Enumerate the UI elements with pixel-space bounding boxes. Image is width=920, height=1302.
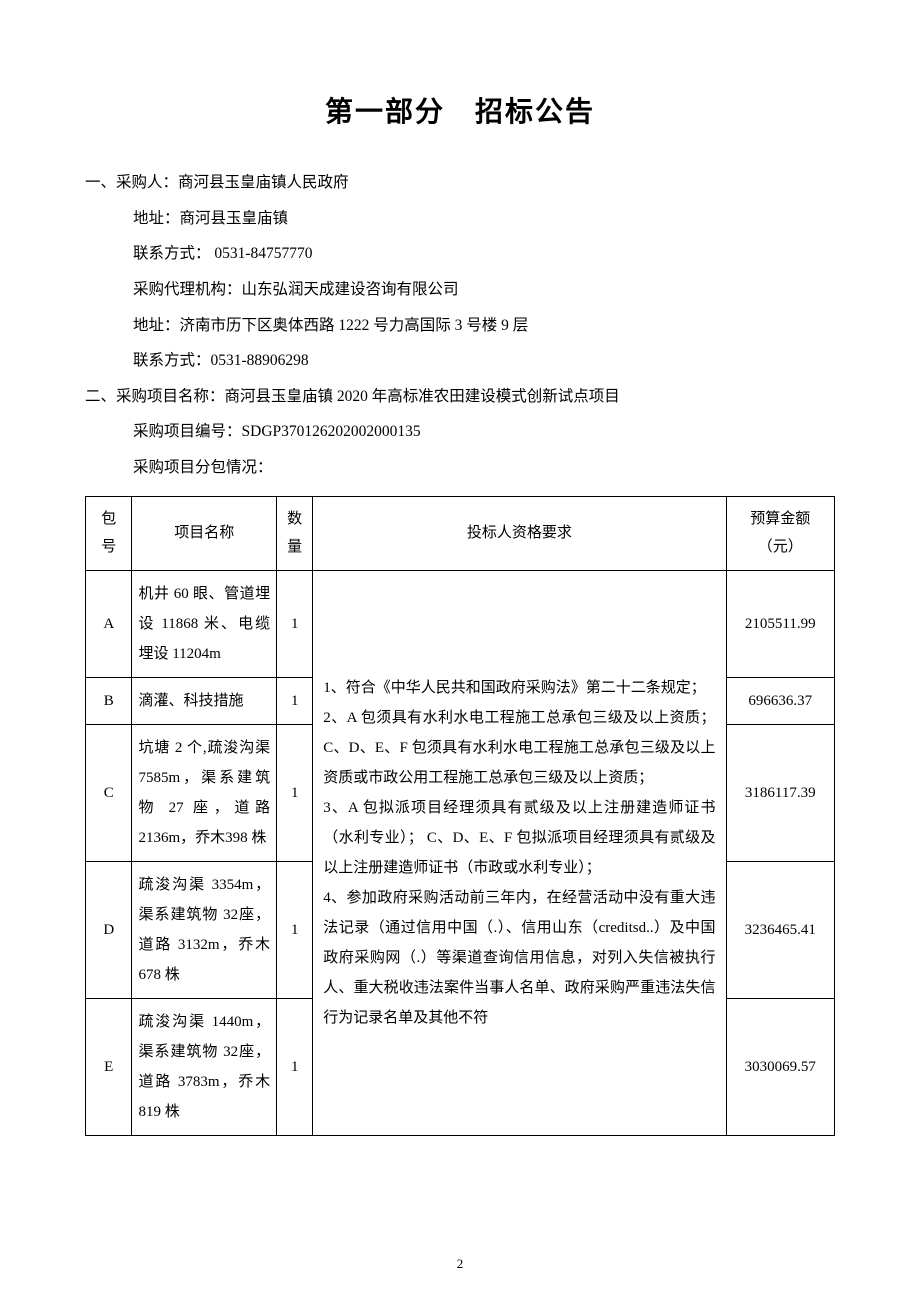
project-number: 采购项目编号：SDGP370126202002000135: [133, 414, 835, 450]
cell-pkg-d: D: [86, 861, 132, 998]
cell-budget-c: 3186117.39: [726, 724, 835, 861]
cell-qty-b: 1: [277, 677, 313, 724]
cell-pkg-e: E: [86, 998, 132, 1135]
page-number: 2: [457, 1256, 464, 1272]
cell-budget-d: 3236465.41: [726, 861, 835, 998]
cell-qty-c: 1: [277, 724, 313, 861]
cell-qty-d: 1: [277, 861, 313, 998]
cell-qty-a: 1: [277, 570, 313, 677]
agency-contact: 联系方式：0531-88906298: [133, 343, 835, 379]
package-table: 包号 项目名称 数量 投标人资格要求 预算金额（元） A 机井 60 眼、管道埋…: [85, 496, 835, 1136]
cell-name-d: 疏浚沟渠 3354m，渠系建筑物 32座，道路 3132m，乔木 678 株: [132, 861, 277, 998]
cell-name-a: 机井 60 眼、管道埋设 11868 米、电缆埋设 11204m: [132, 570, 277, 677]
cell-name-c: 坑塘 2 个,疏浚沟渠 7585m，渠系建筑物 27 座，道路 2136m，乔木…: [132, 724, 277, 861]
cell-pkg-b: B: [86, 677, 132, 724]
agency-address: 地址：济南市历下区奥体西路 1222 号力高国际 3 号楼 9 层: [133, 308, 835, 344]
cell-qty-e: 1: [277, 998, 313, 1135]
cell-requirements: 1、符合《中华人民共和国政府采购法》第二十二条规定； 2、A 包须具有水利水电工…: [313, 570, 726, 1135]
cell-pkg-c: C: [86, 724, 132, 861]
cell-name-b: 滴灌、科技措施: [132, 677, 277, 724]
header-name: 项目名称: [132, 496, 277, 570]
page-title: 第一部分招标公告: [85, 90, 835, 130]
purchaser-address: 地址：商河县玉皇庙镇: [133, 201, 835, 237]
title-part1: 第一部分: [325, 96, 445, 127]
table-row: A 机井 60 眼、管道埋设 11868 米、电缆埋设 11204m 1 1、符…: [86, 570, 835, 677]
cell-budget-a: 2105511.99: [726, 570, 835, 677]
info-section: 一、采购人：商河县玉皇庙镇人民政府 地址：商河县玉皇庙镇 联系方式： 0531-…: [85, 165, 835, 486]
table-header-row: 包号 项目名称 数量 投标人资格要求 预算金额（元）: [86, 496, 835, 570]
header-pkg: 包号: [86, 496, 132, 570]
cell-budget-b: 696636.37: [726, 677, 835, 724]
purchaser-contact: 联系方式： 0531-84757770: [133, 236, 835, 272]
project-name-heading: 二、采购项目名称：商河县玉皇庙镇 2020 年高标准农田建设模式创新试点项目: [85, 379, 835, 415]
subpackage-label: 采购项目分包情况：: [133, 450, 835, 486]
agency-name: 采购代理机构：山东弘润天成建设咨询有限公司: [133, 272, 835, 308]
purchaser-heading: 一、采购人：商河县玉皇庙镇人民政府: [85, 165, 835, 201]
cell-budget-e: 3030069.57: [726, 998, 835, 1135]
title-part2: 招标公告: [475, 96, 595, 127]
cell-pkg-a: A: [86, 570, 132, 677]
header-budget: 预算金额（元）: [726, 496, 835, 570]
header-qty: 数量: [277, 496, 313, 570]
header-req: 投标人资格要求: [313, 496, 726, 570]
cell-name-e: 疏浚沟渠 1440m，渠系建筑物 32座，道路 3783m，乔木 819 株: [132, 998, 277, 1135]
